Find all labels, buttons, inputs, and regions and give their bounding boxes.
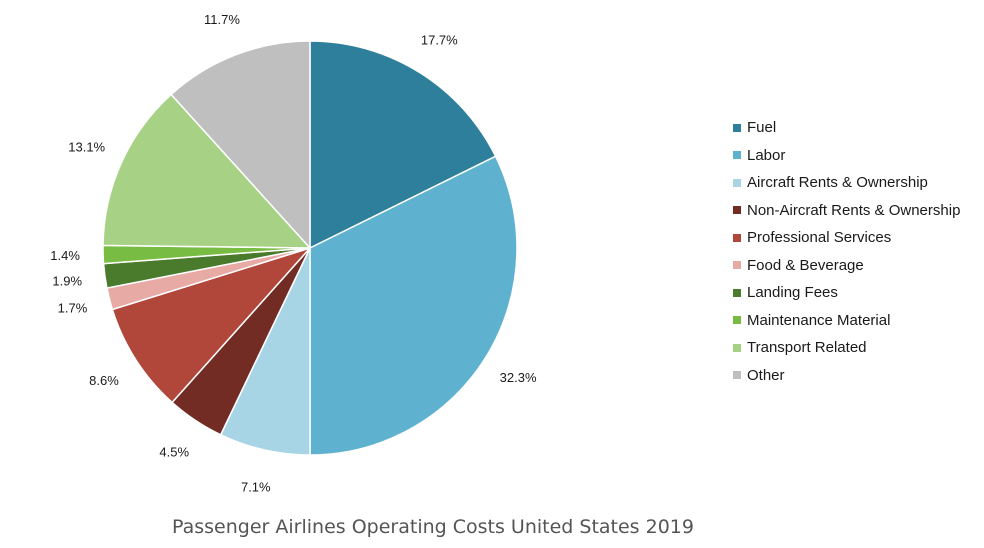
pie-slices: [102, 40, 518, 456]
pie-label-transport-related: 13.1%: [68, 140, 105, 155]
pie-label-fuel: 17.7%: [421, 32, 458, 47]
pie-label-aircraft-rents-and-ownership: 7.1%: [241, 479, 271, 494]
legend-swatch: [733, 206, 741, 215]
legend-swatch: [733, 233, 741, 242]
pie-label-professional-services: 8.6%: [89, 373, 119, 388]
legend-label: Transport Related: [747, 339, 867, 357]
legend-item-aircraft-rents-and-ownership: Aircraft Rents & Ownership: [733, 169, 960, 197]
legend-item-food-and-beverage: Food & Beverage: [733, 252, 960, 280]
legend-item-other: Other: [733, 362, 960, 390]
legend-swatch: [733, 371, 741, 380]
legend-swatch: [733, 178, 741, 187]
legend-label: Labor: [747, 146, 786, 164]
legend-swatch: [733, 123, 741, 132]
chart-title: Passenger Airlines Operating Costs Unite…: [172, 516, 694, 538]
legend-item-transport-related: Transport Related: [733, 334, 960, 362]
legend-label: Food & Beverage: [747, 256, 864, 274]
pie-label-food-and-beverage: 1.7%: [58, 301, 88, 316]
legend-item-non-aircraft-rents-and-ownership: Non-Aircraft Rents & Ownership: [733, 197, 960, 225]
legend-swatch: [733, 261, 741, 270]
legend-item-landing-fees: Landing Fees: [733, 279, 960, 307]
legend-label: Fuel: [747, 119, 777, 137]
pie-label-non-aircraft-rents-and-ownership: 4.5%: [159, 444, 189, 459]
legend-label: Maintenance Material: [747, 311, 891, 329]
pie-label-other: 11.7%: [204, 12, 240, 27]
pie-value-labels: 17.7% 32.3% 7.1% 4.5% 8.6% 1.7% 1.9% 1.4% 13.1% 1…: [50, 12, 537, 494]
pie-slice-labor: [309, 155, 518, 456]
pie-slice-transport-related: [102, 93, 311, 249]
pie-label-maintenance-material: 1.4%: [50, 248, 80, 263]
legend-label: Landing Fees: [747, 284, 838, 302]
pie-slice-other: [170, 40, 311, 249]
legend-label: Aircraft Rents & Ownership: [747, 174, 928, 192]
pie-slice-fuel: [309, 40, 497, 249]
pie-slice-professional-services: [111, 247, 311, 404]
legend-item-labor: Labor: [733, 142, 960, 170]
legend-swatch: [733, 288, 741, 297]
legend-swatch: [733, 316, 741, 325]
legend: Fuel Labor Aircraft Rents & Ownership Non-A…: [733, 114, 960, 389]
legend-label: Non-Aircraft Rents & Ownership: [747, 201, 961, 219]
legend-item-maintenance-material: Maintenance Material: [733, 307, 960, 335]
pie-label-landing-fees: 1.9%: [52, 274, 82, 289]
legend-item-professional-services: Professional Services: [733, 224, 960, 252]
legend-label: Other: [747, 366, 785, 384]
legend-label: Professional Services: [747, 229, 892, 247]
pie-label-labor: 32.3%: [500, 370, 537, 385]
legend-swatch: [733, 151, 741, 160]
legend-item-fuel: Fuel: [733, 114, 960, 142]
legend-swatch: [733, 343, 741, 352]
